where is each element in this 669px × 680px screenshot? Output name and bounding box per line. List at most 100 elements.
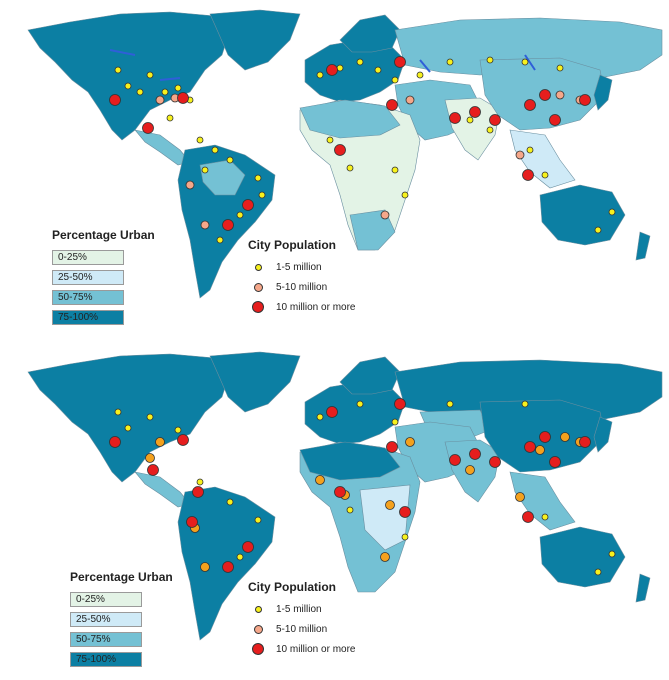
city-marker bbox=[254, 516, 262, 524]
city-marker bbox=[258, 191, 266, 199]
city-marker bbox=[405, 95, 415, 105]
world-map-top bbox=[27, 9, 663, 299]
urban-swatch-25-50: 25-50% bbox=[70, 611, 142, 627]
city-marker bbox=[515, 150, 525, 160]
city-marker bbox=[236, 211, 244, 219]
city-marker bbox=[242, 199, 254, 211]
greenland bbox=[209, 9, 301, 71]
city-marker bbox=[522, 511, 534, 523]
city-marker bbox=[192, 486, 204, 498]
city-marker bbox=[177, 92, 189, 104]
central-america bbox=[134, 129, 191, 166]
urban-swatch-75-100: 75-100% bbox=[52, 309, 124, 325]
city-marker bbox=[114, 66, 122, 74]
new-zealand bbox=[635, 573, 651, 603]
city-marker bbox=[489, 114, 501, 126]
medium-cities bbox=[155, 90, 585, 230]
legend-urban-title: Percentage Urban bbox=[70, 570, 173, 584]
urban-swatch-25-50: 25-50% bbox=[52, 269, 124, 285]
city-marker bbox=[449, 454, 461, 466]
city-marker bbox=[236, 553, 244, 561]
city-marker bbox=[326, 136, 334, 144]
city-marker bbox=[515, 492, 525, 502]
city-marker bbox=[401, 191, 409, 199]
legend-city-title: City Population bbox=[248, 580, 336, 594]
city-marker bbox=[222, 561, 234, 573]
city-marker bbox=[560, 432, 570, 442]
city-marker bbox=[524, 441, 536, 453]
legend-city-title: City Population bbox=[248, 238, 336, 252]
greenland bbox=[209, 351, 301, 413]
city-marker bbox=[466, 116, 474, 124]
legend-city-top: City Population 1-5 million 5-10 million… bbox=[248, 238, 355, 317]
city-marker bbox=[254, 174, 262, 182]
australia bbox=[539, 526, 626, 588]
north-africa bbox=[299, 99, 401, 139]
city-marker bbox=[174, 426, 182, 434]
city-marker bbox=[124, 424, 132, 432]
city-marker bbox=[336, 64, 344, 72]
city-marker bbox=[535, 445, 545, 455]
city-marker bbox=[386, 99, 398, 111]
city-marker bbox=[145, 453, 155, 463]
small-cities bbox=[114, 56, 616, 244]
urban-swatch-50-75: 50-75% bbox=[70, 631, 142, 647]
city-marker bbox=[374, 66, 382, 74]
urban-swatch-75-100: 75-100% bbox=[70, 651, 142, 667]
city-marker bbox=[155, 437, 165, 447]
legend-urban-title: Percentage Urban bbox=[52, 228, 155, 242]
north-america bbox=[27, 353, 231, 483]
city-marker bbox=[394, 398, 406, 410]
legend-urban-top: Percentage Urban 0-25% 25-50% 50-75% 75-… bbox=[52, 228, 155, 327]
city-marker bbox=[391, 418, 399, 426]
city-marker bbox=[147, 464, 159, 476]
city-marker bbox=[465, 465, 475, 475]
city-marker bbox=[201, 166, 209, 174]
city-marker bbox=[226, 156, 234, 164]
city-marker bbox=[579, 436, 591, 448]
north-america bbox=[27, 11, 231, 141]
city-marker bbox=[334, 144, 346, 156]
city-marker bbox=[196, 136, 204, 144]
urban-swatch-0-25: 0-25% bbox=[52, 249, 124, 265]
city-marker bbox=[555, 90, 565, 100]
city-marker bbox=[385, 500, 395, 510]
australia bbox=[539, 184, 626, 246]
city-marker bbox=[326, 64, 338, 76]
legend-city-label: 10 million or more bbox=[276, 643, 356, 655]
city-marker bbox=[469, 106, 481, 118]
city-marker bbox=[608, 550, 616, 558]
city-marker bbox=[346, 164, 354, 172]
large-city-symbol bbox=[252, 643, 264, 655]
city-marker bbox=[579, 94, 591, 106]
city-marker bbox=[356, 400, 364, 408]
small-cities bbox=[114, 400, 616, 576]
city-markers bbox=[109, 398, 616, 576]
legend-urban-bottom: Percentage Urban 0-25% 25-50% 50-75% 75-… bbox=[70, 570, 173, 669]
city-marker bbox=[177, 434, 189, 446]
city-marker bbox=[391, 76, 399, 84]
city-marker bbox=[541, 513, 549, 521]
city-marker bbox=[114, 408, 122, 416]
city-marker bbox=[216, 236, 224, 244]
city-marker bbox=[155, 95, 165, 105]
city-marker bbox=[549, 456, 561, 468]
world-map-bottom bbox=[27, 351, 663, 641]
japan bbox=[593, 74, 613, 111]
large-cities bbox=[109, 398, 591, 573]
city-marker bbox=[486, 126, 494, 134]
city-marker bbox=[196, 478, 204, 486]
legend-city-label: 5-10 million bbox=[276, 623, 328, 635]
city-marker bbox=[166, 114, 174, 122]
city-marker bbox=[526, 146, 534, 154]
legend-city-label: 10 million or more bbox=[276, 301, 356, 313]
new-zealand bbox=[635, 231, 651, 261]
city-marker bbox=[394, 56, 406, 68]
city-markers bbox=[109, 56, 616, 244]
city-marker bbox=[109, 436, 121, 448]
large-cities bbox=[109, 56, 591, 231]
city-marker bbox=[185, 180, 195, 190]
lakes bbox=[109, 49, 536, 81]
scandinavia bbox=[339, 14, 401, 53]
city-marker bbox=[211, 146, 219, 154]
